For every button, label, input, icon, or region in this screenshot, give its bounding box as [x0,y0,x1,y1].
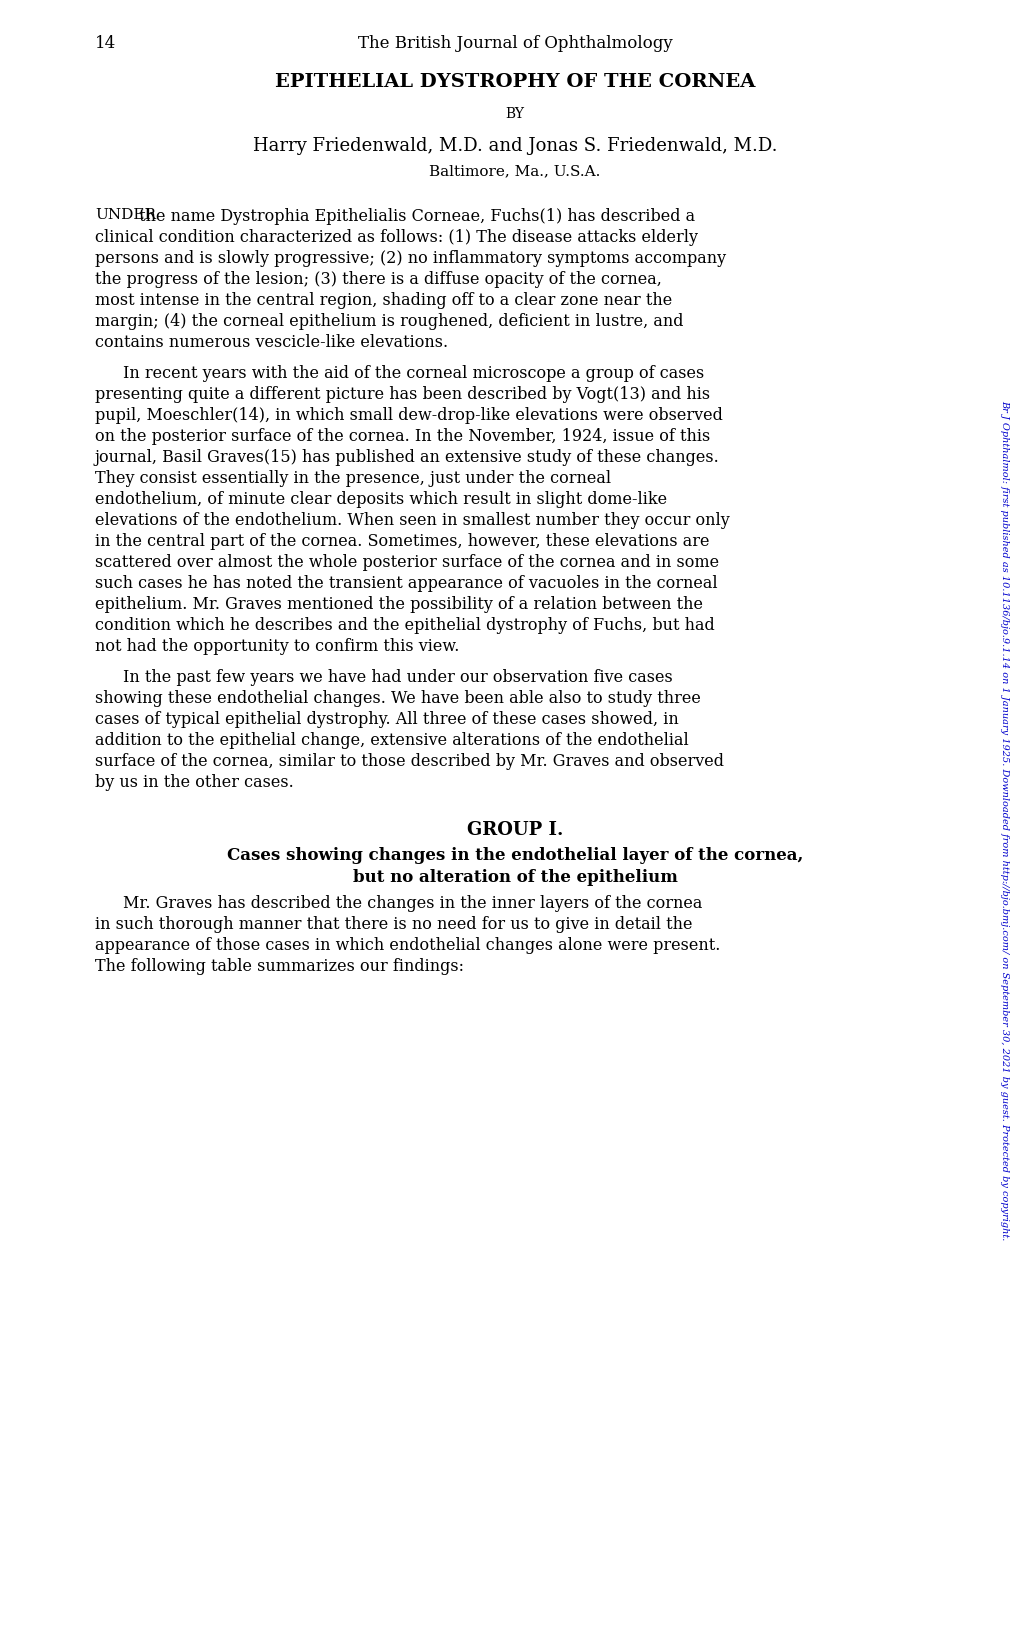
Text: not had the opportunity to confirm this view.: not had the opportunity to confirm this … [95,638,459,654]
Text: Br J Ophthalmol: first published as 10.1136/bjo.9.1.14 on 1 January 1925. Downlo: Br J Ophthalmol: first published as 10.1… [1000,400,1009,1239]
Text: clinical condition characterized as follows: (1) The disease attacks elderly: clinical condition characterized as foll… [95,229,697,246]
Text: elevations of the endothelium. When seen in smallest number they occur only: elevations of the endothelium. When seen… [95,511,729,529]
Text: pupil, Moeschler(14), in which small dew-drop-like elevations were observed: pupil, Moeschler(14), in which small dew… [95,406,722,425]
Text: GROUP I.: GROUP I. [467,821,562,839]
Text: showing these endothelial changes. We have been able also to study three: showing these endothelial changes. We ha… [95,690,700,706]
Text: Harry Friedenwald, M.D. and Jonas S. Friedenwald, M.D.: Harry Friedenwald, M.D. and Jonas S. Fri… [253,138,776,156]
Text: Mr. Graves has described the changes in the inner layers of the cornea: Mr. Graves has described the changes in … [123,895,702,911]
Text: in the central part of the cornea. Sometimes, however, these elevations are: in the central part of the cornea. Somet… [95,533,709,549]
Text: but no alteration of the epithelium: but no alteration of the epithelium [353,869,677,885]
Text: most intense in the central region, shading off to a clear zone near the: most intense in the central region, shad… [95,292,672,308]
Text: endothelium, of minute clear deposits which result in slight dome-like: endothelium, of minute clear deposits wh… [95,490,666,508]
Text: the progress of the lesion; (3) there is a diffuse opacity of the cornea,: the progress of the lesion; (3) there is… [95,270,661,288]
Text: presenting quite a different picture has been described by Vogt(13) and his: presenting quite a different picture has… [95,385,709,403]
Text: Baltimore, Ma., U.S.A.: Baltimore, Ma., U.S.A. [429,164,600,179]
Text: The following table summarizes our findings:: The following table summarizes our findi… [95,957,464,975]
Text: scattered over almost the whole posterior surface of the cornea and in some: scattered over almost the whole posterio… [95,554,718,570]
Text: persons and is slowly progressive; (2) no inflammatory symptoms accompany: persons and is slowly progressive; (2) n… [95,249,726,267]
Text: BY: BY [505,107,524,121]
Text: EPITHELIAL DYSTROPHY OF THE CORNEA: EPITHELIAL DYSTROPHY OF THE CORNEA [274,74,754,90]
Text: 14: 14 [95,34,116,52]
Text: on the posterior surface of the cornea. In the November, 1924, issue of this: on the posterior surface of the cornea. … [95,428,709,444]
Text: In recent years with the aid of the corneal microscope a group of cases: In recent years with the aid of the corn… [123,365,703,382]
Text: by us in the other cases.: by us in the other cases. [95,774,293,790]
Text: They consist essentially in the presence, just under the corneal: They consist essentially in the presence… [95,470,610,487]
Text: journal, Basil Graves(15) has published an extensive study of these changes.: journal, Basil Graves(15) has published … [95,449,719,465]
Text: in such thorough manner that there is no need for us to give in detail the: in such thorough manner that there is no… [95,916,692,933]
Text: The British Journal of Ophthalmology: The British Journal of Ophthalmology [358,34,672,52]
Text: surface of the cornea, similar to those described by Mr. Graves and observed: surface of the cornea, similar to those … [95,752,723,770]
Text: epithelium. Mr. Graves mentioned the possibility of a relation between the: epithelium. Mr. Graves mentioned the pos… [95,595,702,613]
Text: such cases he has noted the transient appearance of vacuoles in the corneal: such cases he has noted the transient ap… [95,575,717,592]
Text: margin; (4) the corneal epithelium is roughened, deficient in lustre, and: margin; (4) the corneal epithelium is ro… [95,313,683,329]
Text: contains numerous vescicle-like elevations.: contains numerous vescicle-like elevatio… [95,334,447,351]
Text: cases of typical epithelial dystrophy. All three of these cases showed, in: cases of typical epithelial dystrophy. A… [95,711,678,728]
Text: Cases showing changes in the endothelial layer of the cornea,: Cases showing changes in the endothelial… [226,846,802,864]
Text: UNDER: UNDER [95,208,156,221]
Text: addition to the epithelial change, extensive alterations of the endothelial: addition to the epithelial change, exten… [95,731,688,749]
Text: In the past few years we have had under our observation five cases: In the past few years we have had under … [123,669,673,685]
Text: the name Dystrophia Epithelialis Corneae, Fuchs(1) has described a: the name Dystrophia Epithelialis Corneae… [133,208,694,225]
Text: condition which he describes and the epithelial dystrophy of Fuchs, but had: condition which he describes and the epi… [95,616,714,634]
Text: appearance of those cases in which endothelial changes alone were present.: appearance of those cases in which endot… [95,936,719,954]
